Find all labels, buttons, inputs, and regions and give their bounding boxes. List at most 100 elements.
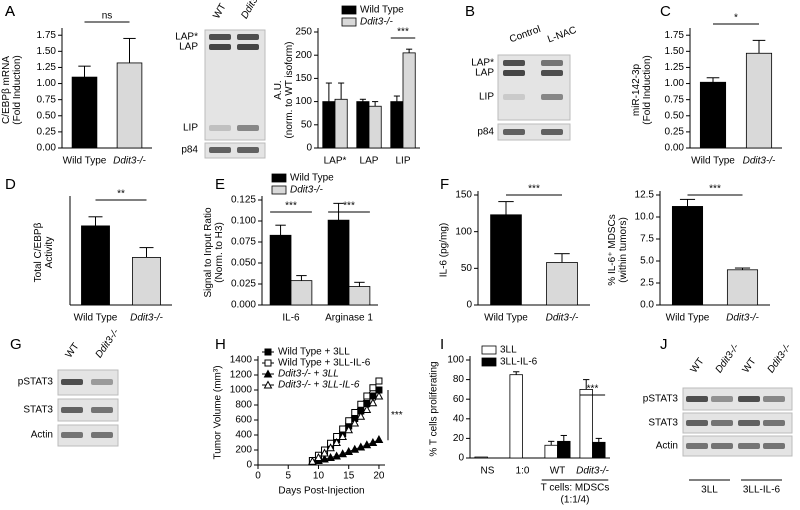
x-tick-label: Ddit3-/- [726,313,759,324]
y-tick-label: 5.0 [640,256,654,267]
y-tick-label: 150 [295,73,312,84]
data-point [363,392,371,400]
y-tick-label: 0 [458,453,464,464]
x-tick-label: Ddit3-/- [743,156,776,167]
y-tick-label: 800 [235,400,252,411]
y-tick-label: 0.75 [37,94,57,105]
blot-strip [682,412,793,434]
lane-label: Control [508,24,542,45]
y-tick-label: 1.25 [37,62,57,73]
blot-band [763,443,785,449]
data-point [332,437,341,446]
row-label: LAP* [175,32,198,43]
row-label: LAP* [471,58,494,69]
y-axis-label: Total C/EBPβ [33,222,44,282]
y-axis-label: C/EBPβ mRNA [1,56,12,124]
blot-band [61,407,83,413]
y-axis-label: (within tumors) [618,217,629,283]
y-tick-label: 0.000 [231,300,256,311]
blot-band [763,396,785,402]
y-tick-label: 60 [453,394,465,405]
bar [132,256,161,306]
annotation: *** [343,201,355,212]
y-tick-label: 50 [301,119,313,130]
y-tick-label: 0 [246,460,252,471]
group-label: 3LL-IL-6 [743,485,781,496]
panel-label: A [5,3,15,20]
legend-swatch [271,173,287,183]
bar [348,286,371,306]
legend-label: 3LL-IL-6 [500,357,538,368]
blot-band [503,60,525,66]
bar [81,225,110,306]
y-axis-label: Tumor Volume (mm³) [213,365,224,459]
legend-marker [263,369,273,378]
y-tick-label: 1.75 [665,30,685,41]
bar [726,269,759,306]
y-tick-label: 0.025 [231,279,256,290]
blot-band [503,70,525,76]
blot-band [686,396,708,402]
blot-band [237,44,259,50]
blot-band [237,125,259,131]
data-point [320,454,329,463]
bar [327,219,350,306]
row-label: LAP [475,68,494,79]
panel-label: I [440,336,444,353]
legend-label: Ddit3-/- [290,185,323,196]
x-tick-label: Ddit3-/- [576,466,609,477]
y-tick-label: 40 [453,413,465,424]
blot-band [686,420,708,426]
data-point [320,448,329,457]
row-label: p84 [477,127,494,138]
blot-band [237,34,259,40]
blot-band [91,407,113,413]
row-label: pSTAT3 [18,377,54,388]
annotation: *** [397,27,409,38]
row-label: p84 [181,145,198,156]
blot-strip [682,435,793,457]
bar [71,76,98,149]
legend-swatch [271,185,287,195]
legend-label: Ddit3-/- [360,17,393,28]
x-tick-label: LAP [360,156,379,167]
data-point [332,451,341,460]
x-tick-label: 1:0 [516,466,530,477]
row-label: pSTAT3 [643,394,679,405]
y-tick-label: 100 [455,226,472,237]
annotation: *** [285,201,297,212]
x-tick-label: NS [481,466,495,477]
legend-label: Wild Type + 3LL-IL-6 [278,358,371,369]
blot-band [503,94,525,100]
legend-swatch [341,5,357,15]
y-tick-label: 1000 [230,385,253,396]
y-tick-label: 200 [235,445,252,456]
lane-label: Ddit3-/- [94,327,122,361]
y-tick-label: 100 [447,355,464,366]
y-tick-label: 0.125 [231,195,256,206]
y-tick-label: 7.5 [640,234,654,245]
bar [671,206,704,306]
bar [334,98,348,149]
x-tick-label: Wild Type [74,313,118,324]
row-label: Actin [31,430,53,441]
blot-band [738,443,760,449]
bar [509,374,523,459]
y-tick-label: 0.050 [231,258,256,269]
data-point [350,444,360,453]
y-tick-label: 20 [453,433,465,444]
x-tick-label: Wild Type [666,313,710,324]
data-point [338,431,348,440]
y-tick-label: 0.25 [37,127,57,138]
panel-label: F [440,176,449,193]
y-axis-label: Activity [44,237,55,269]
bar [322,101,336,149]
data-point [314,452,323,461]
blot-band [209,34,231,40]
y-tick-label: 10.0 [635,212,655,223]
blot-band [237,147,259,153]
blot-band [541,70,563,76]
y-tick-label: 1200 [230,370,253,381]
group-label: (1:1/4) [561,495,590,506]
y-tick-label: 200 [295,50,312,61]
